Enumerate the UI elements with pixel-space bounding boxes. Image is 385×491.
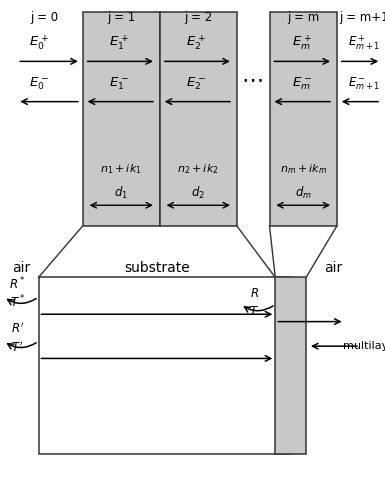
Text: multilayer: multilayer [343, 341, 385, 351]
Text: $E_m^+$: $E_m^+$ [292, 33, 312, 52]
Text: $E_{m+1}^+$: $E_{m+1}^+$ [348, 33, 380, 52]
Text: $E_2^-$: $E_2^-$ [186, 76, 206, 92]
Text: $T$: $T$ [249, 305, 259, 318]
Text: substrate: substrate [124, 261, 190, 275]
Text: $d_m$: $d_m$ [295, 185, 311, 200]
Bar [275, 277, 306, 454]
Text: $E_1^+$: $E_1^+$ [109, 33, 129, 52]
Text: $n_m+ik_m$: $n_m+ik_m$ [280, 163, 327, 176]
Text: $T^*$: $T^*$ [10, 294, 25, 310]
Text: $E_m^-$: $E_m^-$ [292, 76, 312, 92]
Text: j = m+1: j = m+1 [339, 11, 385, 24]
Bar [83, 12, 160, 226]
Text: $E_0^+$: $E_0^+$ [28, 33, 49, 52]
Text: air: air [324, 261, 342, 275]
Text: $E_{m+1}^-$: $E_{m+1}^-$ [348, 76, 380, 92]
Text: j = 0: j = 0 [30, 11, 59, 24]
Text: $d_2$: $d_2$ [191, 185, 205, 200]
Text: $E_0^-$: $E_0^-$ [28, 76, 49, 92]
Text: j = 1: j = 1 [107, 11, 136, 24]
Text: $R$: $R$ [249, 287, 259, 300]
Bar [38, 277, 291, 454]
Text: $d_1$: $d_1$ [114, 185, 128, 200]
Text: $n_1+ik_1$: $n_1+ik_1$ [100, 163, 142, 176]
Text: $E_1^-$: $E_1^-$ [109, 76, 129, 92]
Text: $R'$: $R'$ [11, 322, 24, 336]
Text: $n_2+ik_2$: $n_2+ik_2$ [177, 163, 219, 176]
Text: $T'$: $T'$ [11, 340, 23, 355]
Bar [160, 12, 237, 226]
Text: j = m: j = m [287, 11, 319, 24]
Text: $R^*$: $R^*$ [9, 275, 26, 292]
Bar [270, 12, 337, 226]
Text: $E_2^+$: $E_2^+$ [186, 33, 206, 52]
Text: air: air [12, 261, 30, 275]
Text: j = 2: j = 2 [184, 11, 213, 24]
Text: $\cdots$: $\cdots$ [241, 70, 263, 89]
